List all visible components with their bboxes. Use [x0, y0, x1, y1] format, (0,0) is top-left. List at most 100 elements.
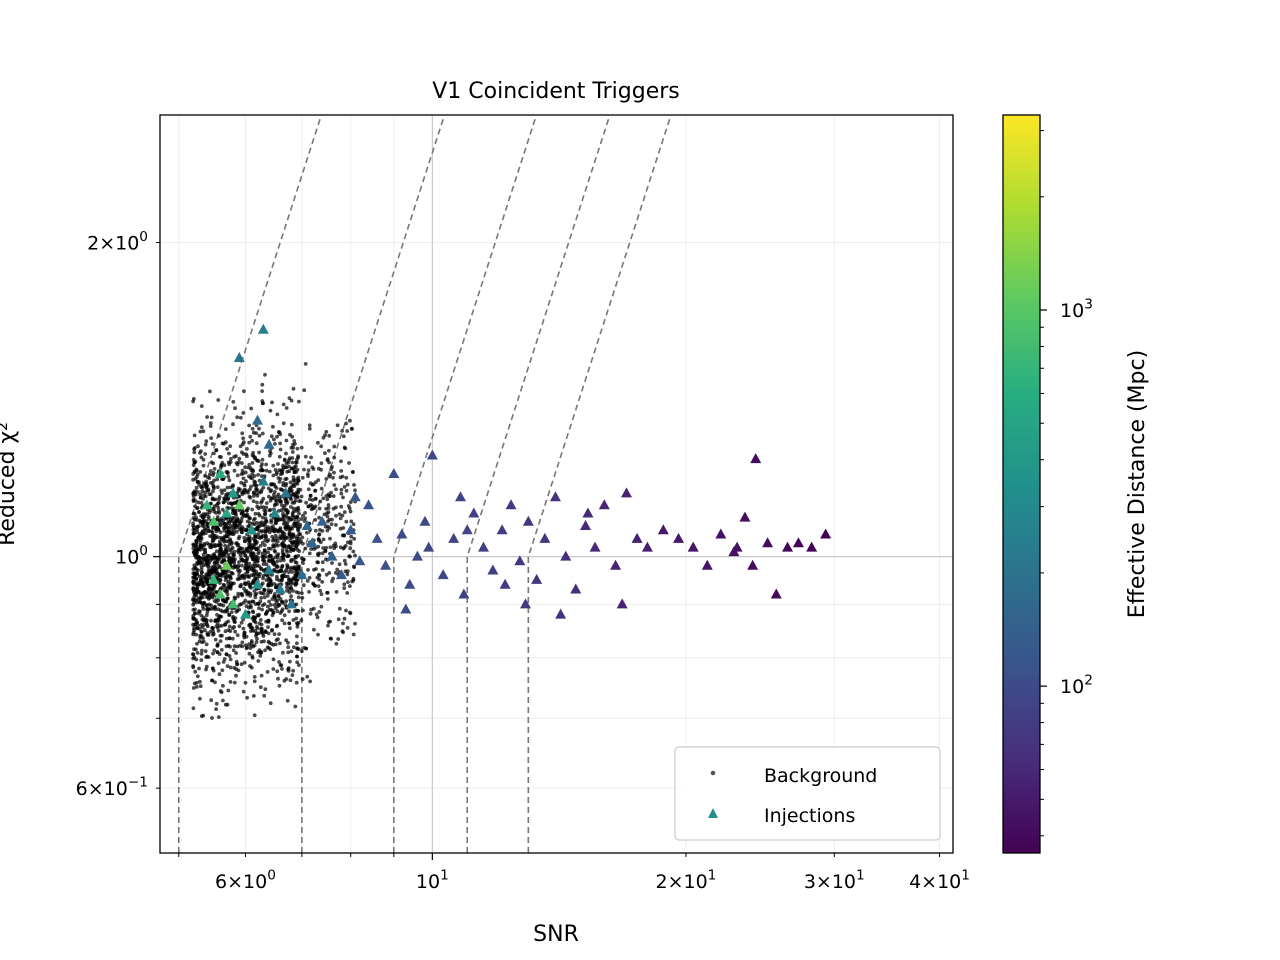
background-point — [278, 526, 283, 531]
background-point — [332, 470, 336, 475]
background-point — [225, 664, 230, 668]
background-point — [337, 606, 342, 611]
background-point — [283, 496, 287, 501]
background-point — [195, 674, 200, 679]
background-point — [199, 658, 204, 662]
background-point — [258, 536, 262, 540]
background-point — [237, 456, 242, 461]
background-point — [264, 501, 269, 505]
background-point — [212, 484, 216, 489]
background-point — [296, 519, 300, 524]
background-point — [220, 572, 224, 576]
background-point — [191, 588, 196, 592]
background-point — [279, 569, 284, 573]
background-point — [198, 696, 202, 701]
background-point — [327, 526, 332, 530]
background-point — [241, 617, 246, 622]
background-point — [191, 516, 196, 520]
background-point — [206, 587, 211, 591]
injection-point — [687, 541, 699, 552]
injection-point — [580, 519, 592, 530]
background-point — [223, 427, 228, 431]
background-point — [277, 430, 282, 435]
background-point — [211, 526, 215, 530]
background-point — [291, 475, 296, 479]
background-point — [292, 439, 297, 443]
background-point — [326, 519, 330, 524]
background-point — [278, 487, 283, 491]
background-point — [281, 573, 286, 578]
background-point — [237, 607, 242, 612]
background-point — [266, 620, 271, 624]
background-point — [278, 447, 283, 452]
background-point — [217, 565, 222, 570]
background-point — [230, 545, 235, 550]
background-point — [273, 468, 278, 472]
background-point — [267, 582, 271, 587]
background-point — [262, 591, 266, 596]
y-axis-label: Reduced χ² — [0, 422, 20, 546]
background-point — [229, 456, 233, 461]
background-point — [340, 429, 344, 433]
background-point — [265, 670, 270, 674]
background-point — [252, 643, 257, 648]
injection-point — [246, 524, 258, 535]
background-point — [255, 626, 260, 631]
background-point — [239, 662, 244, 667]
background-point — [243, 514, 248, 518]
background-point — [293, 545, 298, 550]
background-point — [244, 479, 248, 484]
background-point — [193, 548, 198, 553]
background-point — [226, 506, 231, 510]
background-point — [353, 553, 357, 558]
background-point — [235, 473, 240, 478]
background-point — [307, 426, 312, 431]
injection-point — [251, 578, 263, 589]
background-point — [243, 465, 248, 470]
background-point — [227, 613, 232, 617]
background-point — [221, 477, 226, 481]
background-point — [344, 475, 349, 480]
background-point — [289, 585, 293, 590]
background-point — [262, 555, 267, 560]
background-point — [225, 592, 230, 597]
background-point — [338, 545, 343, 550]
background-point — [204, 655, 209, 659]
background-point — [240, 442, 245, 447]
background-point — [194, 577, 199, 581]
injection-point — [335, 569, 347, 580]
background-point — [199, 591, 204, 596]
background-point — [294, 521, 298, 526]
background-point — [290, 450, 295, 454]
background-point — [236, 591, 241, 596]
background-point — [294, 680, 299, 685]
background-point — [256, 650, 260, 655]
background-point — [192, 460, 197, 465]
background-point — [248, 434, 253, 439]
background-point — [215, 555, 220, 560]
background-point — [307, 460, 311, 465]
background-point — [312, 627, 316, 632]
background-point — [251, 694, 256, 698]
background-point — [249, 665, 254, 670]
background-point — [266, 639, 271, 644]
background-point — [286, 640, 290, 645]
background-point — [208, 389, 212, 394]
background-point — [254, 441, 259, 446]
background-point — [256, 602, 261, 606]
background-point — [246, 524, 251, 529]
background-point — [199, 651, 204, 656]
background-point — [240, 431, 245, 436]
background-point — [330, 517, 334, 522]
background-point — [216, 628, 221, 633]
background-point — [341, 434, 346, 439]
background-point — [300, 649, 304, 654]
background-point — [199, 573, 204, 578]
background-point — [208, 492, 213, 497]
background-point — [205, 603, 209, 608]
background-point — [197, 510, 201, 514]
y-tick-label: 2×100 — [87, 229, 148, 255]
background-point — [247, 538, 252, 543]
background-point — [284, 585, 289, 590]
injection-point — [458, 588, 470, 599]
